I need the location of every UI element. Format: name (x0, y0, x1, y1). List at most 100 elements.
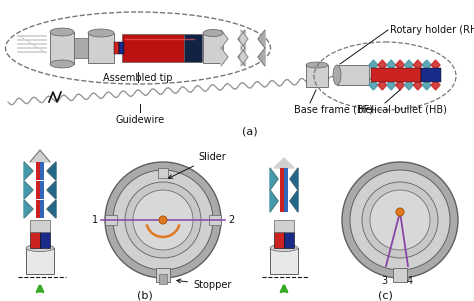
Bar (280, 168, 284, 190)
Bar (209, 215, 221, 225)
Text: (b): (b) (137, 290, 153, 300)
Ellipse shape (88, 29, 114, 37)
Text: (a): (a) (242, 127, 258, 137)
Text: 3: 3 (381, 276, 387, 286)
Circle shape (125, 182, 201, 258)
Bar (284, 168, 288, 190)
Polygon shape (30, 150, 50, 162)
Polygon shape (47, 181, 56, 199)
Polygon shape (387, 80, 396, 90)
Polygon shape (221, 30, 228, 48)
Polygon shape (274, 158, 294, 168)
Polygon shape (24, 162, 33, 180)
Bar (26, 248, 54, 274)
Circle shape (396, 208, 404, 216)
Bar (159, 274, 167, 284)
Bar (40, 200, 44, 218)
Circle shape (342, 162, 458, 278)
Polygon shape (422, 60, 431, 70)
Text: (c): (c) (378, 290, 392, 300)
Polygon shape (270, 168, 278, 190)
Polygon shape (387, 60, 396, 70)
Polygon shape (369, 60, 378, 70)
Bar (274, 220, 294, 232)
Bar (36, 181, 40, 199)
Polygon shape (258, 30, 265, 48)
Polygon shape (378, 80, 387, 90)
Ellipse shape (333, 65, 341, 85)
Bar (284, 232, 294, 248)
Text: 4: 4 (407, 276, 413, 286)
Text: Rotary holder (RH): Rotary holder (RH) (390, 25, 474, 35)
Bar (40, 181, 44, 199)
Polygon shape (47, 200, 56, 218)
Bar (270, 248, 298, 274)
Bar (119, 42, 124, 54)
Polygon shape (241, 48, 248, 66)
Bar (306, 65, 328, 87)
Ellipse shape (270, 244, 298, 252)
Polygon shape (396, 80, 404, 90)
Bar (371, 68, 421, 82)
Bar (184, 34, 202, 62)
Bar (40, 162, 44, 180)
Bar (105, 215, 117, 225)
Text: 1: 1 (92, 215, 98, 225)
Bar (280, 190, 284, 212)
Bar (284, 190, 288, 212)
Circle shape (370, 190, 430, 250)
Polygon shape (221, 48, 228, 66)
Text: Assembled tip: Assembled tip (103, 73, 173, 83)
Polygon shape (422, 80, 431, 90)
Polygon shape (413, 60, 422, 70)
Polygon shape (270, 190, 278, 212)
Bar (122, 34, 184, 62)
Circle shape (159, 216, 167, 224)
Polygon shape (47, 162, 56, 180)
Polygon shape (413, 80, 422, 90)
Circle shape (133, 190, 193, 250)
Bar (40, 232, 50, 248)
Ellipse shape (306, 62, 328, 68)
Text: Base frame (BF): Base frame (BF) (294, 105, 373, 115)
Bar (337, 65, 369, 85)
Ellipse shape (50, 28, 74, 36)
Text: Guidewire: Guidewire (116, 115, 164, 125)
Bar (50, 32, 74, 64)
Polygon shape (258, 48, 265, 66)
Circle shape (113, 170, 213, 270)
Polygon shape (24, 181, 33, 199)
Bar (158, 168, 168, 178)
Polygon shape (378, 60, 387, 70)
Bar (30, 220, 50, 232)
Text: Stopper: Stopper (177, 279, 231, 290)
Bar (421, 68, 441, 82)
Ellipse shape (50, 60, 74, 68)
Polygon shape (238, 30, 245, 48)
Bar (88, 33, 114, 63)
Bar (274, 232, 284, 248)
Polygon shape (431, 80, 440, 90)
Ellipse shape (203, 29, 223, 36)
Polygon shape (404, 60, 413, 70)
Circle shape (105, 162, 221, 278)
Text: 2: 2 (228, 215, 234, 225)
Polygon shape (238, 48, 245, 66)
Ellipse shape (26, 244, 54, 252)
Polygon shape (241, 30, 248, 48)
Circle shape (362, 182, 438, 258)
Bar (203, 33, 223, 63)
Polygon shape (290, 190, 298, 212)
Bar (36, 162, 40, 180)
Polygon shape (24, 200, 33, 218)
Text: Slider: Slider (168, 152, 226, 178)
Bar (36, 200, 40, 218)
Polygon shape (290, 168, 298, 190)
Bar (30, 232, 40, 248)
Polygon shape (369, 80, 378, 90)
Bar (114, 42, 119, 54)
Polygon shape (431, 60, 440, 70)
Circle shape (350, 170, 450, 270)
Text: Helical bullet (HB): Helical bullet (HB) (358, 105, 447, 115)
Polygon shape (404, 80, 413, 90)
